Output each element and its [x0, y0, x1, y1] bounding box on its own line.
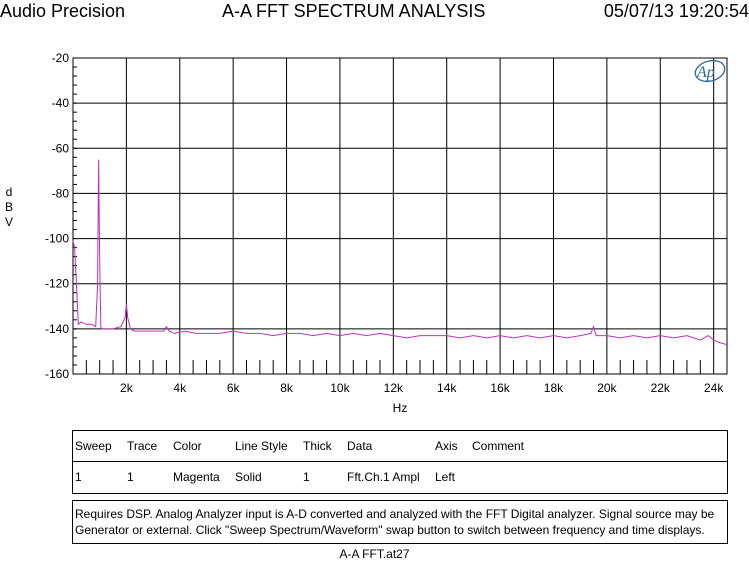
legend-cell-data: Fft.Ch.1 Ampl — [347, 470, 420, 484]
legend-header-trace: Trace — [127, 439, 158, 453]
note-line-1: Requires DSP. Analog Analyzer input is A… — [75, 507, 715, 521]
y-tick-label: -140 — [45, 322, 69, 336]
y-tick-label: -120 — [45, 277, 69, 291]
legend-header-thick: Thick — [303, 439, 332, 453]
legend-cell-line-style: Solid — [235, 470, 262, 484]
legend-header-color: Color — [173, 439, 202, 453]
y-tick-labels: -20 -40 -60 -80 -100 -120 -140 -160 — [45, 51, 69, 381]
note-line-2: Generator or external. Click "Sweep Spec… — [75, 523, 705, 537]
y-tick-label: -20 — [52, 51, 70, 65]
page-title: A-A FFT SPECTRUM ANALYSIS — [222, 1, 486, 21]
x-tick-label: 4k — [173, 381, 187, 395]
legend-header-axis: Axis — [435, 439, 458, 453]
series-line — [72, 159, 728, 346]
grid — [73, 58, 727, 374]
legend-header-line-style: Line Style — [235, 439, 288, 453]
description-note: Requires DSP. Analog Analyzer input is A… — [72, 500, 728, 544]
y-tick-label: -80 — [52, 186, 70, 200]
x-tick-label: 20k — [597, 381, 617, 395]
y-tick-label: -60 — [52, 141, 70, 155]
plot-area — [72, 57, 728, 375]
timestamp: 05/07/13 19:20:54 — [603, 1, 749, 21]
legend-header-data: Data — [347, 439, 373, 453]
legend-header-sweep: Sweep — [75, 439, 112, 453]
x-axis-label: Hz — [393, 401, 408, 415]
y-tick-label: -40 — [52, 96, 70, 110]
minor-ticks — [73, 57, 701, 375]
x-tick-label: 24k — [704, 381, 724, 395]
legend-cell-thick: 1 — [303, 470, 310, 484]
x-tick-label: 10k — [330, 381, 350, 395]
x-tick-label: 8k — [280, 381, 294, 395]
legend-cell-color: Magenta — [173, 470, 220, 484]
legend-cell-sweep: 1 — [75, 470, 82, 484]
x-tick-labels: 2k 4k 6k 8k 10k 12k 14k 16k 18k 20k 22k 24k — [120, 381, 724, 395]
x-tick-label: 14k — [437, 381, 457, 395]
y-tick-label: -100 — [45, 232, 69, 246]
x-tick-label: 12k — [384, 381, 404, 395]
brand-label: Audio Precision — [0, 1, 126, 21]
legend-table: Sweep Trace Color Line Style Thick Data … — [72, 430, 728, 494]
x-tick-label: 18k — [544, 381, 564, 395]
legend-row: 1 1 Magenta Solid 1 Fft.Ch.1 Ampl Left — [73, 462, 727, 492]
x-tick-label: 22k — [651, 381, 671, 395]
x-tick-label: 2k — [120, 381, 134, 395]
legend-header-row: Sweep Trace Color Line Style Thick Data … — [73, 431, 727, 462]
legend-cell-trace: 1 — [127, 470, 134, 484]
file-name: A-A FFT.at27 — [339, 547, 410, 561]
y-tick-label: -160 — [45, 367, 69, 381]
spectrum-chart: 2k 4k 6k 8k 10k 12k 14k 16k 18k 20k 22k 24k -20-40-… — [5, 51, 728, 415]
ap-logo-icon: Ap — [694, 59, 726, 83]
legend-header-comment: Comment — [472, 439, 525, 453]
legend-cell-axis: Left — [435, 470, 456, 484]
svg-text:Ap: Ap — [696, 64, 715, 81]
x-tick-label: 16k — [490, 381, 510, 395]
x-tick-label: 6k — [227, 381, 241, 395]
